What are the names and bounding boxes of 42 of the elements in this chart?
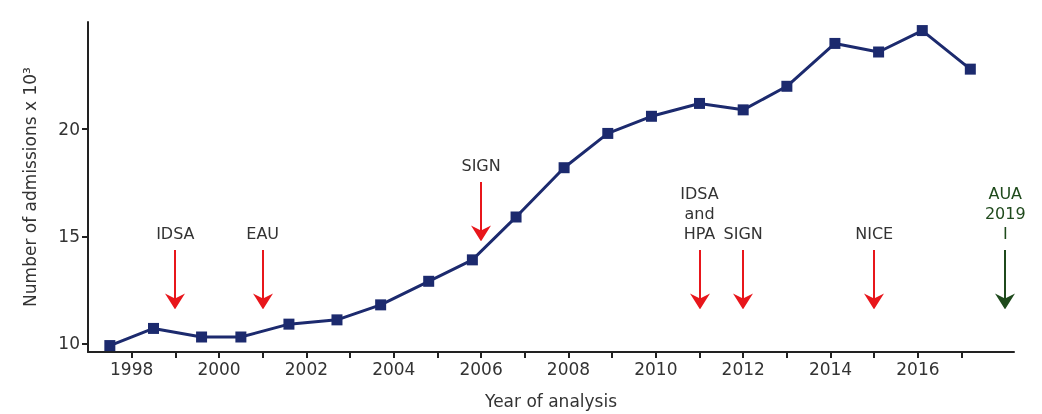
point bbox=[510, 211, 522, 223]
point bbox=[602, 127, 614, 139]
x-tick-label: 2016 bbox=[896, 358, 940, 379]
y-axis-title: Number of admissions x 10³ bbox=[19, 67, 40, 307]
ref-line-label: SIGN bbox=[723, 223, 763, 243]
ref-line-label: IDSA bbox=[155, 223, 196, 244]
point bbox=[737, 104, 749, 116]
point bbox=[645, 110, 657, 122]
point bbox=[916, 25, 928, 37]
x-tick-label: 2014 bbox=[808, 358, 853, 379]
point bbox=[235, 331, 247, 343]
ref-line-label: AUA 2019 I bbox=[983, 183, 1027, 244]
x-tick-label: 2008 bbox=[546, 358, 591, 379]
y-tick-label: 20 bbox=[58, 119, 80, 140]
x-tick-label: 2000 bbox=[197, 358, 241, 379]
y-tick-label: 15 bbox=[58, 226, 80, 247]
x-tick-label: 2010 bbox=[634, 358, 678, 379]
point bbox=[964, 63, 976, 75]
x-tick-label: 1998 bbox=[110, 358, 154, 379]
ref-line-label: NICE bbox=[854, 223, 895, 244]
point bbox=[781, 80, 793, 92]
x-tick-label: 2002 bbox=[284, 358, 329, 379]
y-tick-label: 10 bbox=[58, 333, 80, 354]
point bbox=[873, 46, 885, 58]
point bbox=[829, 37, 841, 49]
x-axis-title: Year of analysis bbox=[483, 390, 618, 411]
point bbox=[694, 97, 706, 109]
point bbox=[558, 162, 570, 174]
ref-line-label: EAU bbox=[245, 223, 281, 244]
point bbox=[331, 314, 343, 326]
x-tick-label: 2012 bbox=[721, 358, 765, 379]
x-tick-label: 2004 bbox=[372, 358, 416, 379]
point bbox=[375, 299, 387, 311]
point bbox=[104, 340, 116, 352]
x-tick-label: 2006 bbox=[459, 358, 503, 379]
point bbox=[196, 331, 208, 343]
ref-line-label: SIGN bbox=[460, 155, 502, 176]
point bbox=[148, 322, 160, 334]
point bbox=[466, 254, 478, 266]
point bbox=[423, 275, 435, 287]
ref-line-label: IDSA and HPA bbox=[680, 183, 719, 243]
point bbox=[283, 318, 295, 330]
